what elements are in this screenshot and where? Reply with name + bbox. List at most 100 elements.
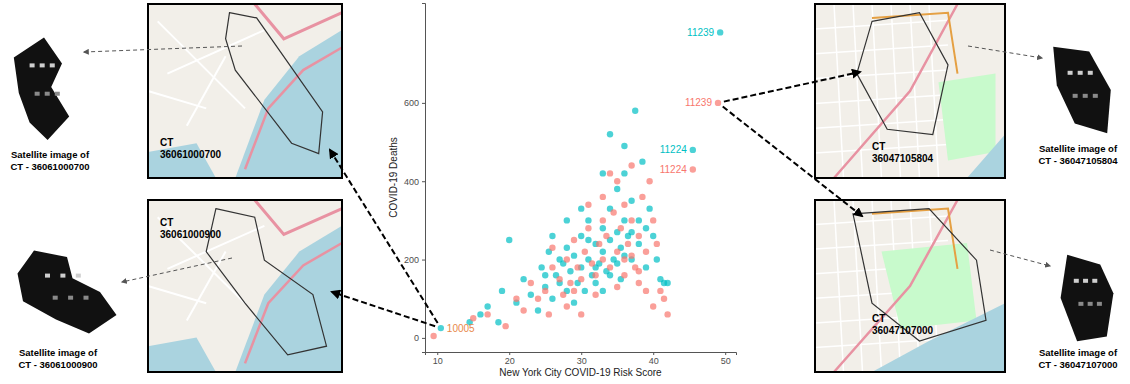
- point: [636, 268, 642, 274]
- point: [564, 245, 570, 251]
- satellite-caption: Satellite image of: [1039, 143, 1118, 154]
- map-label: CT: [160, 217, 173, 228]
- map-label: 36061000900: [160, 229, 222, 240]
- map-panel: CT36047105804Satellite image ofCT - 3604…: [815, 4, 1118, 178]
- point: [549, 264, 555, 270]
- satellite-caption: CT - 36061000900: [18, 359, 97, 370]
- y-tick: 0: [414, 333, 425, 343]
- annotation: 11239: [685, 97, 713, 108]
- satellite-detail: [1092, 279, 1097, 283]
- point: [628, 162, 634, 168]
- point: [625, 241, 631, 247]
- map-road: [872, 13, 958, 74]
- point: [600, 217, 606, 223]
- map-panel: CT36061000900Satellite image ofCT - 3606…: [18, 200, 343, 372]
- point: [571, 237, 577, 243]
- satellite-caption: CT - 36047107000: [1038, 359, 1117, 370]
- point: [614, 260, 620, 266]
- annotation: 11239: [687, 27, 715, 38]
- point: [614, 249, 620, 255]
- point: [618, 225, 624, 231]
- map-frame: [148, 4, 342, 178]
- satellite-caption: CT - 36047105804: [1038, 155, 1118, 166]
- point: [567, 268, 573, 274]
- map-street: [167, 30, 264, 74]
- arrow: [332, 292, 435, 326]
- satellite-detail: [1088, 71, 1093, 75]
- arrow: [122, 258, 232, 282]
- map-street: [910, 4, 920, 178]
- map-water: [235, 30, 342, 178]
- map-frame: [815, 200, 1005, 372]
- x-tick-mark: [437, 352, 438, 355]
- point: [592, 272, 598, 278]
- map-street: [872, 200, 882, 372]
- map-park: [882, 243, 977, 329]
- census-tract-outline: [857, 13, 948, 135]
- satellite-detail: [1068, 71, 1073, 75]
- point: [484, 311, 490, 317]
- point: [592, 292, 598, 298]
- point: [574, 264, 580, 270]
- point: [596, 241, 602, 247]
- point: [607, 131, 613, 137]
- point: [643, 225, 649, 231]
- plot-background: [425, 3, 736, 352]
- point: [578, 311, 584, 317]
- map-highway: [255, 200, 342, 234]
- point: [578, 205, 584, 211]
- satellite-detail: [1097, 302, 1102, 306]
- satellite-detail: [68, 296, 73, 300]
- point: [502, 323, 508, 329]
- point: [636, 233, 642, 239]
- point: [614, 186, 620, 192]
- point: [715, 100, 721, 106]
- satellite-image: [1053, 47, 1111, 133]
- point: [542, 288, 548, 294]
- satellite-detail: [30, 63, 35, 67]
- point: [607, 264, 613, 270]
- point: [621, 143, 627, 149]
- point: [621, 256, 627, 262]
- map-road: [872, 209, 958, 269]
- map-street: [187, 252, 226, 321]
- point: [664, 280, 670, 286]
- point: [639, 194, 645, 200]
- y-tick-label: 0: [414, 333, 419, 343]
- map-street: [815, 45, 948, 54]
- annotation: 10005: [447, 323, 475, 334]
- point: [430, 333, 436, 339]
- point: [628, 229, 634, 235]
- point: [600, 249, 606, 255]
- satellite-detail: [60, 274, 65, 278]
- point: [650, 217, 656, 223]
- x-tick: 50: [721, 352, 731, 366]
- x-tick: 20: [505, 352, 515, 366]
- point: [549, 296, 555, 302]
- x-axis-title: New York City COVID-19 Risk Score: [499, 367, 662, 378]
- x-tick: 10: [433, 352, 443, 366]
- point: [654, 241, 660, 247]
- satellite-detail: [84, 296, 89, 300]
- x-axis-line: [426, 353, 737, 356]
- point: [542, 272, 548, 278]
- map-water: [235, 226, 342, 372]
- point: [585, 237, 591, 243]
- map-park: [939, 74, 996, 161]
- arrow: [724, 72, 860, 102]
- point: [690, 166, 696, 172]
- point: [549, 233, 555, 239]
- satellite-detail: [1074, 279, 1079, 283]
- satellite-detail: [50, 63, 55, 67]
- map-water: [148, 338, 216, 372]
- point: [607, 170, 613, 176]
- point: [582, 249, 588, 255]
- satellite-caption: CT - 36061000700: [10, 161, 89, 172]
- point: [582, 288, 588, 294]
- y-tick-mark: [422, 103, 425, 104]
- x-tick-mark: [509, 352, 510, 355]
- x-tick-label: 30: [577, 356, 587, 366]
- point: [564, 303, 570, 309]
- point: [470, 315, 476, 321]
- point: [643, 288, 649, 294]
